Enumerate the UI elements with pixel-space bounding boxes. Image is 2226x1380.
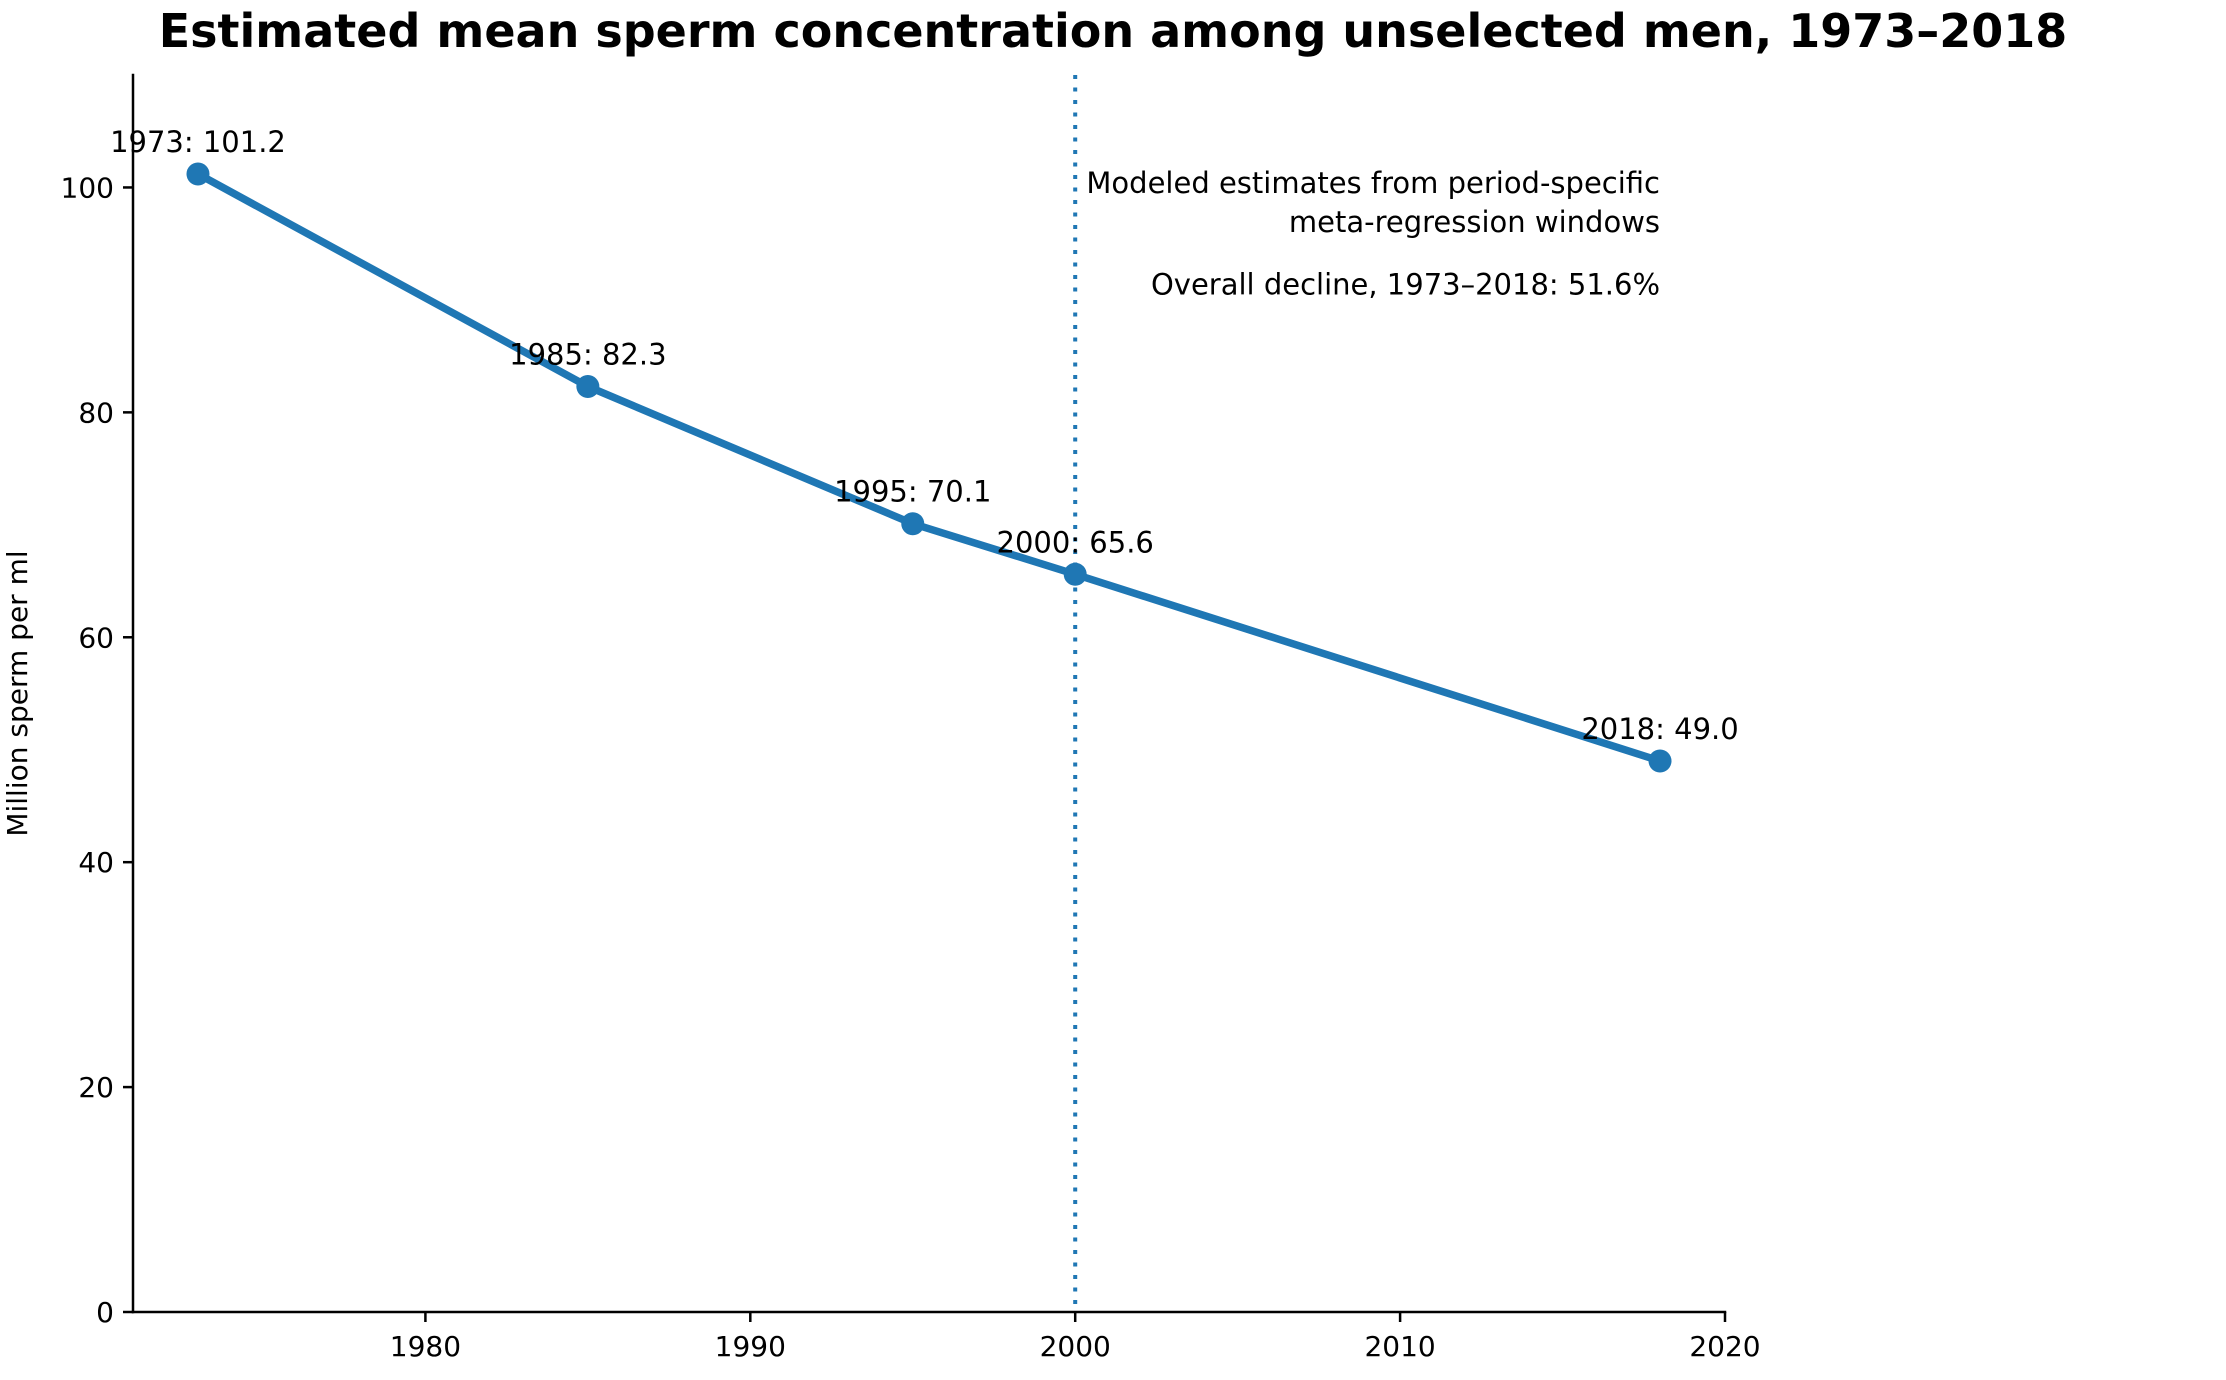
data-point-marker [576,374,600,398]
annotation-line: meta-regression windows [1289,205,1660,239]
data-point-marker [901,512,925,536]
chart-title: Estimated mean sperm concentration among… [158,4,2068,58]
series-line [194,170,1664,765]
y-tick-label: 60 [78,621,114,654]
y-axis-label: Million sperm per ml [1,550,34,836]
data-point-label: 2000: 65.6 [997,525,1154,559]
data-point-marker [1648,749,1672,773]
data-point-marker [186,162,210,186]
y-tick-label: 0 [96,1296,114,1329]
y-tick-label: 80 [78,396,114,429]
data-point-label: 1995: 70.1 [834,475,991,509]
data-point-marker [1063,562,1087,586]
x-tick-label: 1990 [715,1330,786,1363]
x-tick-label: 2000 [1040,1330,1111,1363]
x-tick-label: 2010 [1364,1330,1435,1363]
annotation-line: Overall decline, 1973–2018: 51.6% [1151,267,1660,301]
x-tick-label: 1980 [390,1330,461,1363]
y-tick-label: 40 [78,846,114,879]
x-tick-label: 2020 [1689,1330,1760,1363]
annotation-line: Modeled estimates from period-specific [1086,166,1660,200]
data-point-label: 1985: 82.3 [509,337,666,371]
data-point-label: 1973: 101.2 [110,125,286,159]
data-point-label: 2018: 49.0 [1581,712,1738,746]
y-tick-label: 20 [78,1071,114,1104]
y-tick-label: 100 [61,171,114,204]
